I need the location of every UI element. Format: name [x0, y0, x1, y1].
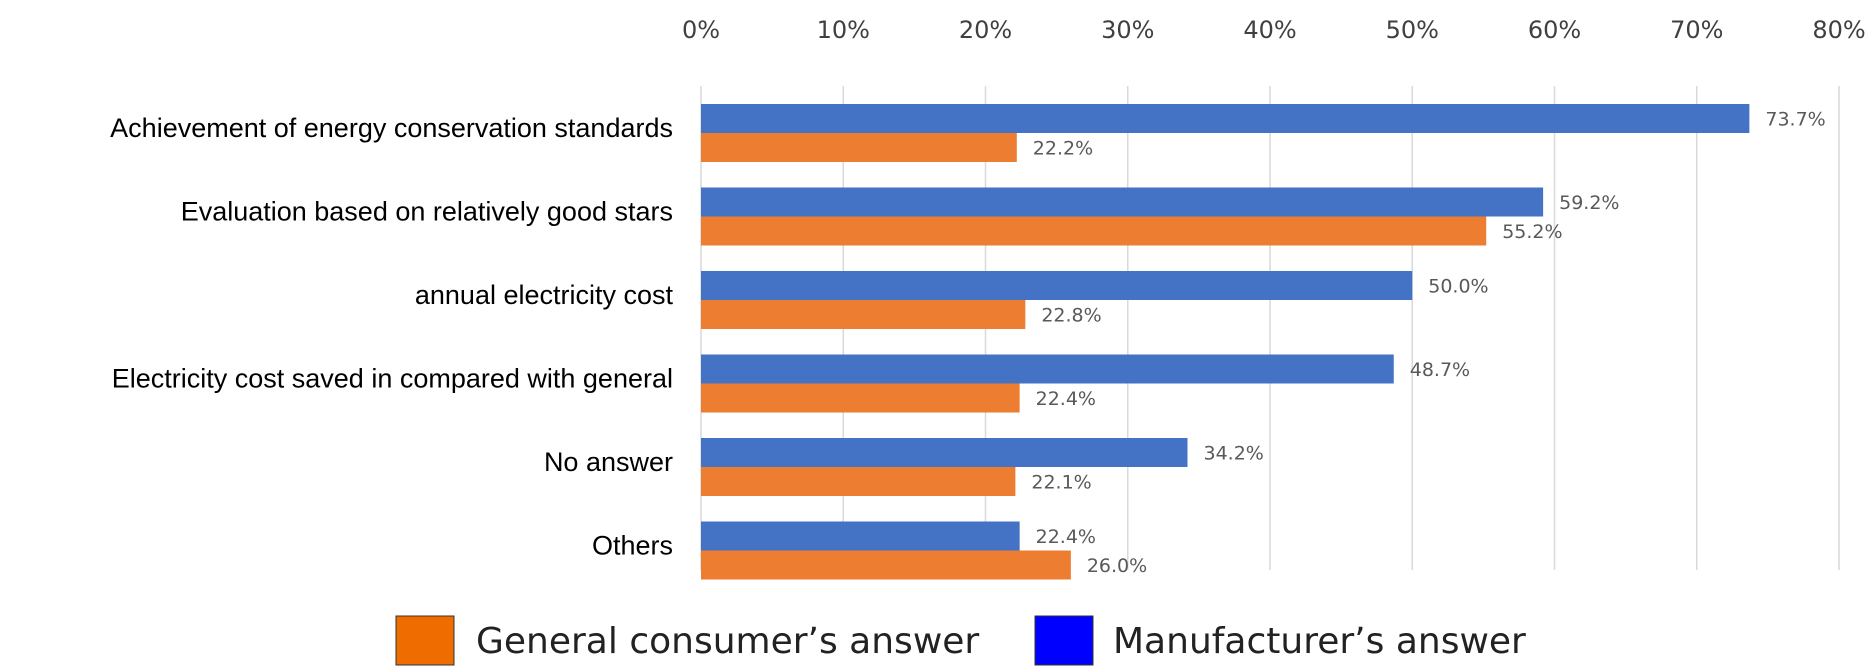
x-axis-ticks: 0% 10% 20% 30% 40% 50% 60% 70% 80% [682, 16, 1866, 44]
manufacturer-bar [701, 104, 1750, 133]
manufacturer-data-label: 22.4% [1036, 526, 1096, 548]
consumer-data-label: 26.0% [1087, 555, 1147, 577]
gridlines [700, 86, 1840, 570]
x-tick-label: 60% [1528, 16, 1581, 44]
manufacturer-data-label: 34.2% [1203, 443, 1263, 465]
category-label: Electricity cost saved in compared with … [112, 364, 673, 394]
legend-label: General consumer’s answer [476, 621, 979, 662]
consumer-bar [701, 467, 1016, 496]
manufacturer-bar [701, 438, 1188, 467]
manufacturer-bar [701, 521, 1020, 551]
manufacturer-data-label: 73.7% [1765, 109, 1825, 131]
x-tick-label: 20% [959, 16, 1012, 44]
category-label: Achievement of energy conservation stand… [110, 113, 673, 143]
x-tick-label: 10% [817, 16, 870, 44]
manufacturer-bar [701, 187, 1544, 217]
category-label: Evaluation based on relatively good star… [181, 197, 673, 227]
manufacturer-bar [701, 271, 1413, 300]
consumer-data-label: 22.1% [1031, 472, 1091, 494]
legend: General consumer’s answer Manufacturer’s … [395, 615, 1526, 666]
category-label: Others [592, 531, 673, 561]
consumer-bar [701, 216, 1487, 246]
consumer-bar [701, 383, 1020, 413]
consumer-data-label: 22.4% [1036, 388, 1096, 410]
consumer-bar [701, 300, 1026, 329]
consumer-data-label: 22.2% [1033, 138, 1093, 160]
consumer-data-label: 22.8% [1041, 305, 1101, 327]
manufacturer-data-label: 59.2% [1559, 192, 1619, 214]
legend-label: Manufacturer’s answer [1113, 621, 1526, 662]
consumer-bar [701, 550, 1071, 580]
manufacturer-data-label: 48.7% [1410, 359, 1470, 381]
x-tick-label: 50% [1386, 16, 1439, 44]
category-label: annual electricity cost [415, 280, 674, 310]
x-tick-label: 40% [1243, 16, 1296, 44]
category-labels: Achievement of energy conservation stand… [110, 113, 673, 561]
legend-swatch [395, 615, 455, 666]
data-labels: 73.7% 22.2% 59.2% 55.2% 50.0% 22.8% 48.7% 22.4%… [1031, 109, 1825, 578]
consumer-bar [701, 133, 1017, 162]
x-tick-label: 30% [1101, 16, 1154, 44]
consumer-data-label: 55.2% [1502, 221, 1562, 243]
bars [701, 104, 1750, 580]
legend-swatch [1034, 615, 1094, 666]
x-tick-label: 70% [1670, 16, 1723, 44]
manufacturer-data-label: 50.0% [1428, 276, 1488, 298]
category-label: No answer [544, 447, 673, 477]
x-tick-label: 0% [682, 16, 720, 44]
x-tick-label: 80% [1812, 16, 1865, 44]
manufacturer-bar [701, 354, 1394, 384]
